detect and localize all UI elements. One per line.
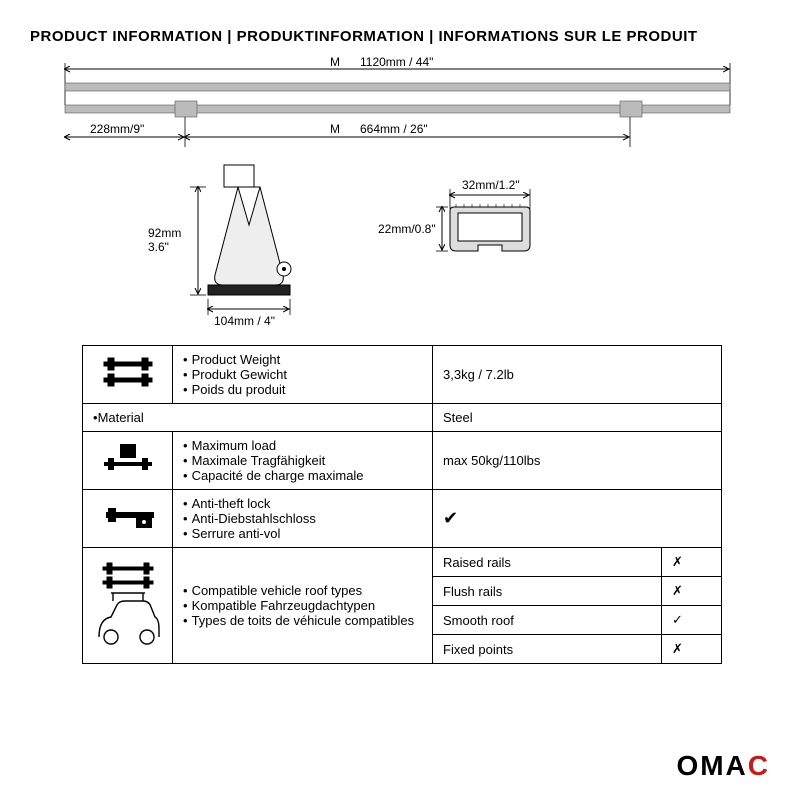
weight-icon [83, 346, 173, 404]
roof-smooth-label: Smooth roof [433, 606, 662, 635]
row-roof-raised: Compatible vehicle roof types Kompatible… [83, 548, 722, 577]
roof-raised-val: ✗ [662, 548, 722, 577]
dim-profile-height: 22mm/0.8" [378, 222, 436, 236]
material-value: Steel [433, 404, 722, 432]
material-label: •Material [83, 404, 433, 432]
vehicle-icon [83, 548, 173, 664]
row-weight: Product Weight Produkt Gewicht Poids du … [83, 346, 722, 404]
roof-fixed-label: Fixed points [433, 635, 662, 664]
dim-overall-marker: M [330, 55, 340, 69]
dim-bracket-h2: 3.6" [148, 240, 169, 254]
lock-icon [83, 490, 173, 548]
weight-labels: Product Weight Produkt Gewicht Poids du … [173, 346, 433, 404]
page-title: PRODUCT INFORMATION | PRODUKTINFORMATION… [0, 0, 800, 55]
row-maxload: Maximum load Maximale Tragfähigkeit Capa… [83, 432, 722, 490]
maxload-icon [83, 432, 173, 490]
dim-overall-length: 1120mm / 44" [360, 55, 433, 69]
brand-logo: OMAC [676, 750, 770, 782]
antitheft-value: ✔ [433, 490, 722, 548]
row-antitheft: Anti-theft lock Anti-Diebstahlschloss Se… [83, 490, 722, 548]
antitheft-labels: Anti-theft lock Anti-Diebstahlschloss Se… [173, 490, 433, 548]
row-material: •Material Steel [83, 404, 722, 432]
dim-bracket-width: 104mm / 4" [214, 314, 275, 328]
roof-labels: Compatible vehicle roof types Kompatible… [173, 548, 433, 664]
maxload-labels: Maximum load Maximale Tragfähigkeit Capa… [173, 432, 433, 490]
roof-raised-label: Raised rails [433, 548, 662, 577]
dim-offset: 228mm/9" [90, 122, 144, 136]
roof-flush-label: Flush rails [433, 577, 662, 606]
roof-smooth-val: ✓ [662, 606, 722, 635]
dim-bracket-h1: 92mm [148, 226, 181, 240]
weight-value: 3,3kg / 7.2lb [433, 346, 722, 404]
roof-fixed-val: ✗ [662, 635, 722, 664]
technical-diagram: M 1120mm / 44" 228mm/9" M 664mm / 26" 92… [30, 55, 770, 345]
maxload-value: max 50kg/110lbs [433, 432, 722, 490]
dim-inner-marker: M [330, 122, 340, 136]
spec-table: Product Weight Produkt Gewicht Poids du … [82, 345, 722, 664]
roof-flush-val: ✗ [662, 577, 722, 606]
dim-inner-length: 664mm / 26" [360, 122, 428, 136]
dim-profile-width: 32mm/1.2" [462, 178, 520, 192]
